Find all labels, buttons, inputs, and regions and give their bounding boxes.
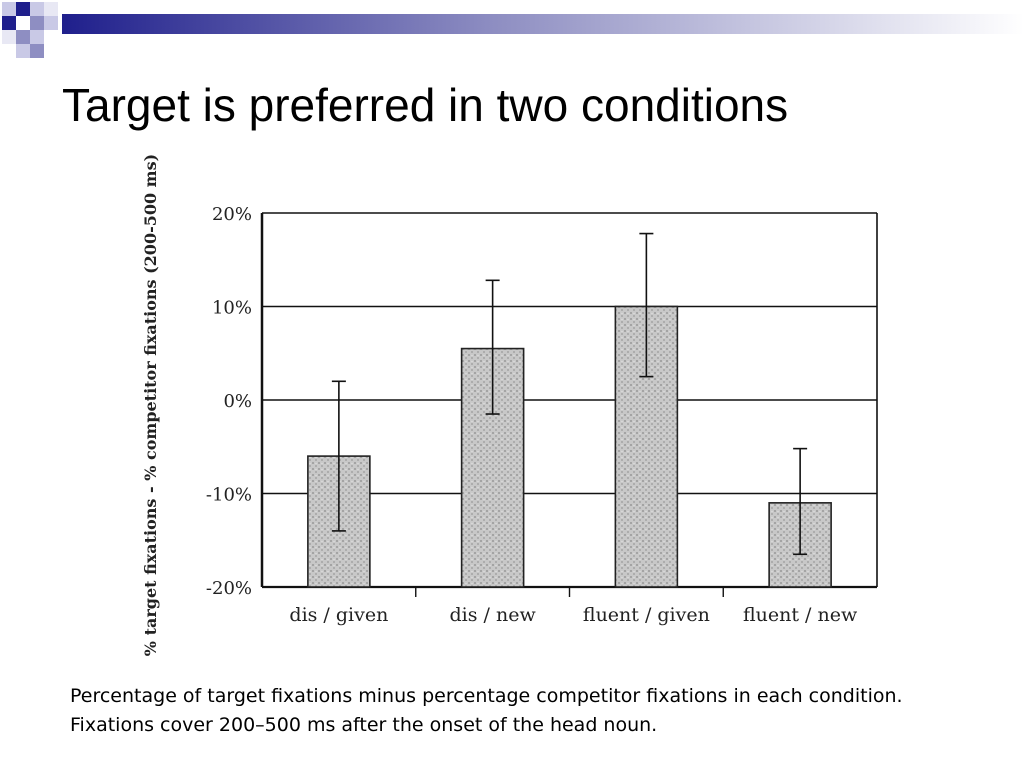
y-axis-label: % target fixations - % competitor fixati…: [141, 154, 160, 656]
y-tick-label: 10%: [212, 298, 252, 319]
x-tick-label: dis / new: [450, 604, 537, 626]
bar-chart: 20% 10% 0% -10% -20% dis / given dis / new flu…: [141, 154, 878, 656]
y-tick-label: -20%: [206, 578, 252, 599]
x-tick-label: fluent / given: [583, 604, 710, 626]
y-tick-label: 0%: [223, 391, 252, 412]
slide-title: Target is preferred in two conditions: [62, 79, 789, 131]
slide-header-decoration: [2, 2, 1024, 58]
y-tick-label: -10%: [206, 485, 252, 506]
slide-caption: Percentage of target fixations minus per…: [70, 685, 903, 736]
y-tick-label: 20%: [212, 204, 252, 225]
x-tick-label: dis / given: [289, 604, 388, 626]
x-tick-label: fluent / new: [743, 604, 858, 626]
